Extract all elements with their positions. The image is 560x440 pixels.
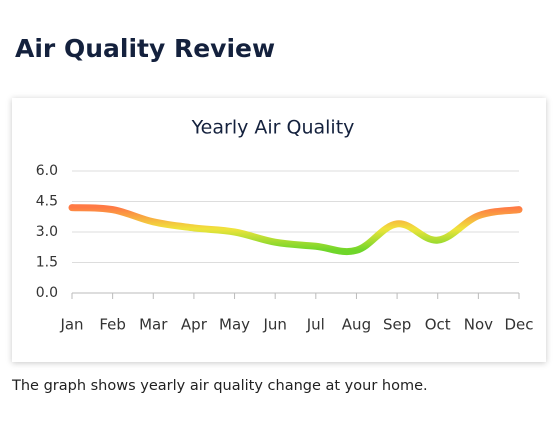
x-tick-label: Jan: [59, 316, 83, 334]
x-tick-label: Jul: [306, 316, 325, 334]
y-tick-label: 1.5: [36, 255, 58, 271]
x-tick-label: Apr: [181, 316, 208, 334]
chart-title: Yearly Air Quality: [191, 117, 355, 139]
x-tick-label: Feb: [99, 316, 126, 334]
x-tick-label: Jun: [262, 316, 286, 334]
x-tick-label: Sep: [383, 316, 411, 334]
x-tick-label: Nov: [464, 316, 493, 334]
caption: The graph shows yearly air quality chang…: [12, 378, 428, 394]
x-tick-label: Aug: [342, 316, 371, 334]
page-title: Air Quality Review: [15, 34, 276, 63]
y-tick-label: 6.0: [36, 163, 58, 179]
y-tick-label: 0.0: [36, 285, 58, 301]
data-line: [68, 204, 523, 256]
y-tick-label: 3.0: [36, 224, 58, 240]
x-tick-label: Oct: [425, 316, 451, 334]
x-tick-label: Mar: [139, 316, 168, 334]
y-tick-label: 4.5: [36, 194, 58, 210]
x-tick-label: Dec: [504, 316, 533, 334]
x-tick-label: May: [219, 316, 250, 334]
